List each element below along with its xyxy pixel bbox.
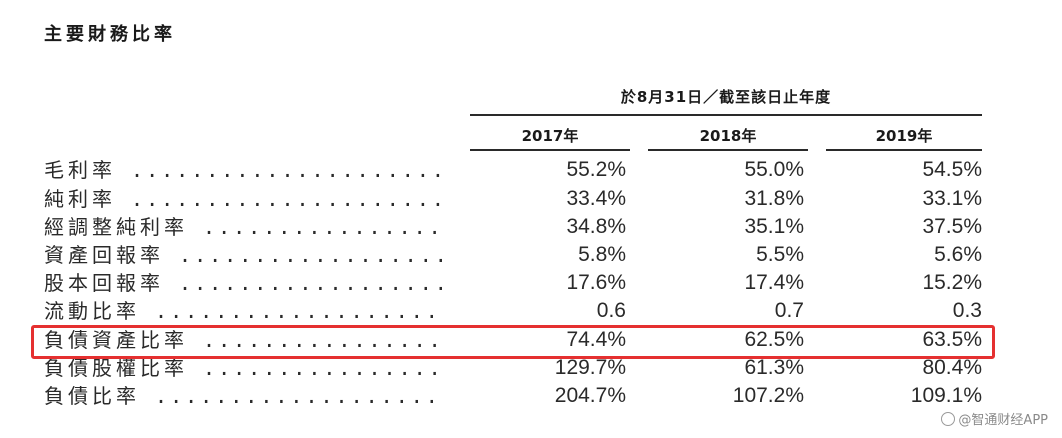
row-label: 負債資產比率 .................................…	[44, 326, 442, 354]
table-row: 負債資產比率 .................................…	[0, 326, 1062, 354]
period-header: 於8月31日／截至該日止年度	[620, 88, 832, 106]
table-row: 負債股權比率 .................................…	[0, 354, 1062, 382]
cell-2019: 54.5%	[922, 158, 982, 181]
leader-dots: ........................................…	[179, 271, 442, 295]
row-label: 資產回報率 ..................................…	[44, 241, 442, 269]
leader-dots: ........................................…	[131, 187, 442, 211]
cell-2018: 55.0%	[744, 158, 804, 181]
page-title: 主要財務比率	[44, 24, 176, 45]
cell-2019: 63.5%	[922, 328, 982, 351]
highlight-box	[31, 325, 995, 359]
watermark: @智通财经APP	[941, 409, 1048, 428]
cell-2017: 17.6%	[566, 271, 626, 294]
cell-2018: 5.5%	[756, 243, 804, 266]
cell-2017: 55.2%	[566, 158, 626, 181]
cell-2019: 15.2%	[922, 271, 982, 294]
header-rule	[470, 114, 982, 116]
cell-2018: 0.7	[774, 299, 804, 322]
table-row: 流動比率 ...................................…	[0, 297, 1062, 325]
year-header-2017: 2017年	[521, 127, 579, 145]
paw-icon	[941, 411, 956, 426]
cell-2019: 33.1%	[922, 187, 982, 210]
leader-dots: ........................................…	[179, 243, 442, 267]
row-label: 純利率 ....................................…	[44, 185, 442, 213]
row-label: 負債比率 ...................................…	[44, 382, 442, 410]
cell-2019: 37.5%	[922, 215, 982, 238]
cell-2018: 62.5%	[744, 328, 804, 351]
table-row: 純利率 ....................................…	[0, 185, 1062, 213]
table-row: 負債比率 ...................................…	[0, 382, 1062, 410]
table-row: 經調整純利率 .................................…	[0, 213, 1062, 241]
row-label: 負債股權比率 .................................…	[44, 354, 442, 382]
cell-2017: 129.7%	[554, 356, 626, 379]
cell-2019: 5.6%	[934, 243, 982, 266]
cell-2017: 5.8%	[578, 243, 626, 266]
cell-2017: 0.6	[596, 299, 626, 322]
cell-2019: 80.4%	[922, 356, 982, 379]
year-header-2019: 2019年	[875, 127, 933, 145]
cell-2017: 33.4%	[566, 187, 626, 210]
year-rule-2018	[648, 149, 808, 151]
watermark-text: @智通财经APP	[958, 413, 1048, 428]
cell-2019: 0.3	[952, 299, 982, 322]
leader-dots: ........................................…	[203, 215, 442, 239]
leader-dots: ........................................…	[203, 356, 442, 380]
table-row: 資產回報率 ..................................…	[0, 241, 1062, 269]
cell-2018: 35.1%	[744, 215, 804, 238]
cell-2018: 61.3%	[744, 356, 804, 379]
row-label: 股本回報率 ..................................…	[44, 269, 442, 297]
leader-dots: ........................................…	[203, 328, 442, 352]
year-rule-2017	[470, 149, 630, 151]
year-header-2018: 2018年	[699, 127, 757, 145]
cell-2018: 107.2%	[732, 384, 804, 407]
row-label: 流動比率 ...................................…	[44, 297, 442, 325]
cell-2017: 74.4%	[566, 328, 626, 351]
table-row: 股本回報率 ..................................…	[0, 269, 1062, 297]
row-label: 毛利率 ....................................…	[44, 156, 442, 184]
leader-dots: ........................................…	[155, 299, 442, 323]
cell-2018: 31.8%	[744, 187, 804, 210]
cell-2018: 17.4%	[744, 271, 804, 294]
leader-dots: ........................................…	[155, 384, 442, 408]
year-rule-2019	[826, 149, 982, 151]
cell-2017: 204.7%	[554, 384, 626, 407]
row-label: 經調整純利率 .................................…	[44, 213, 442, 241]
cell-2017: 34.8%	[566, 215, 626, 238]
leader-dots: ........................................…	[131, 158, 442, 182]
cell-2019: 109.1%	[910, 384, 982, 407]
table-row: 毛利率 ....................................…	[0, 156, 1062, 184]
